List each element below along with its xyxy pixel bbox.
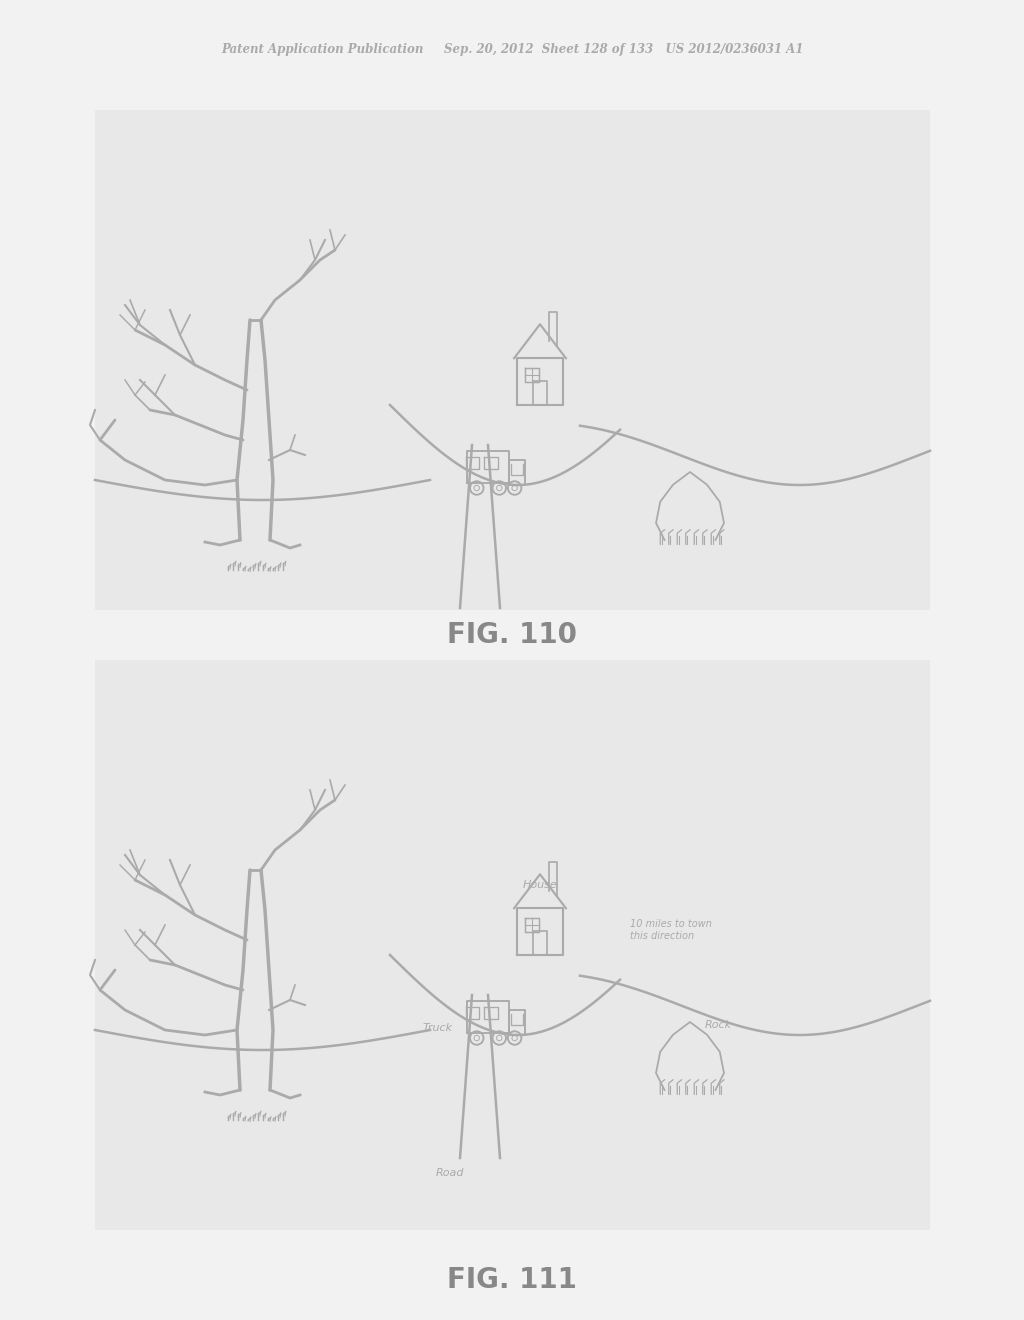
Text: Road: Road [436,1168,464,1177]
Text: House: House [522,880,557,890]
Text: Rock: Rock [705,1020,732,1030]
Text: Patent Application Publication     Sep. 20, 2012  Sheet 128 of 133   US 2012/023: Patent Application Publication Sep. 20, … [221,44,803,57]
Text: FIG. 110: FIG. 110 [447,620,577,649]
Bar [95,660,930,1230]
Text: FIG. 111: FIG. 111 [447,1266,577,1294]
Bar [95,110,930,610]
Text: Truck: Truck [423,1023,453,1034]
Text: 10 miles to town
this direction: 10 miles to town this direction [630,919,712,941]
